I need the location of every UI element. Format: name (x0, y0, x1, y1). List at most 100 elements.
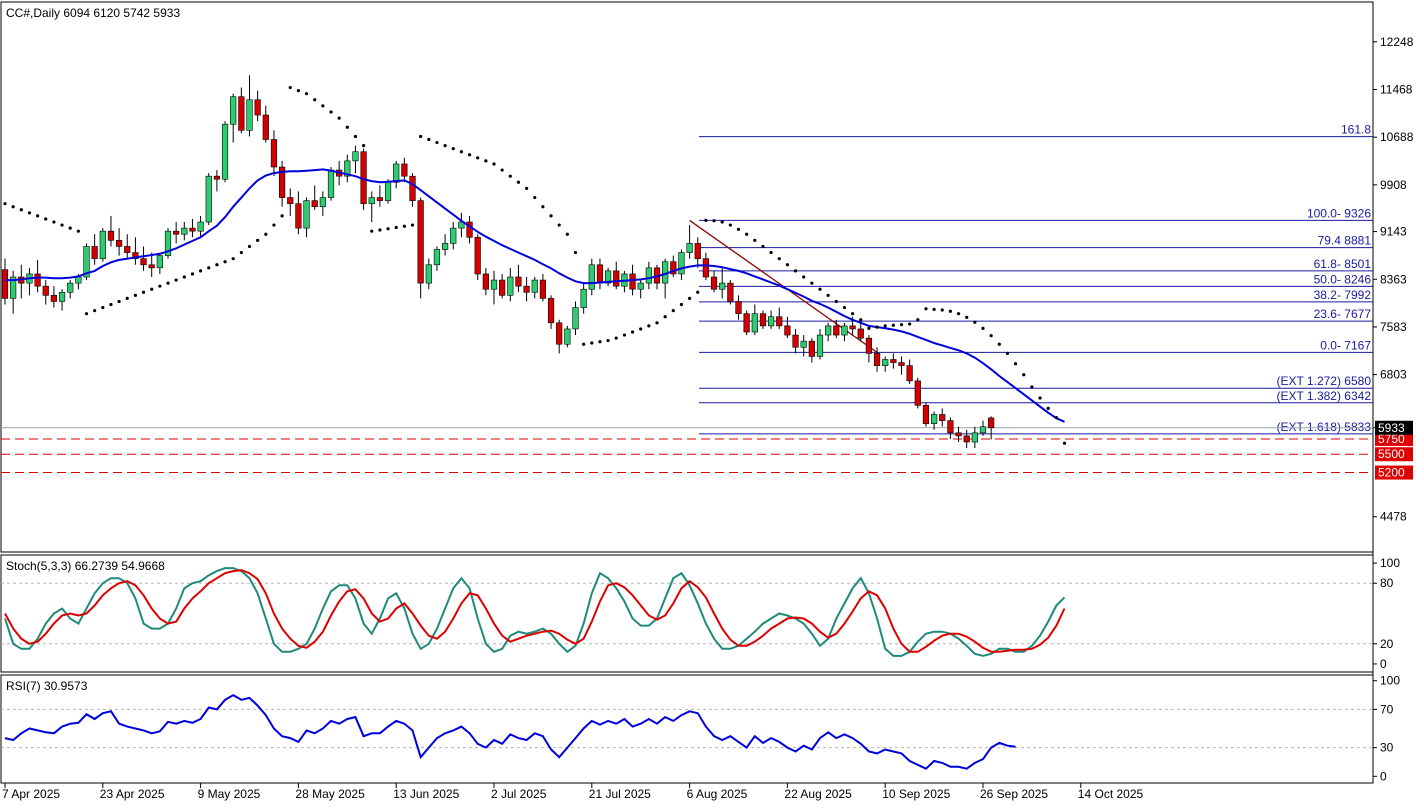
bullish-candle[interactable] (507, 276, 514, 296)
bearish-candle[interactable] (629, 273, 636, 290)
bearish-candle[interactable] (735, 301, 742, 314)
bullish-candle[interactable] (384, 181, 392, 201)
bearish-candle[interactable] (466, 221, 473, 238)
bearish-candle[interactable] (743, 313, 750, 333)
bearish-candle[interactable] (776, 316, 783, 327)
bearish-candle[interactable] (613, 270, 620, 287)
bullish-candle[interactable] (433, 249, 441, 266)
bullish-candle[interactable] (580, 288, 587, 308)
bearish-candle[interactable] (311, 200, 318, 208)
bearish-candle[interactable] (898, 362, 905, 366)
bullish-candle[interactable] (230, 96, 237, 125)
bearish-candle[interactable] (963, 435, 970, 443)
bearish-candle[interactable] (873, 353, 881, 366)
bullish-candle[interactable] (319, 197, 326, 208)
bullish-candle[interactable] (344, 160, 351, 177)
bullish-candle[interactable] (604, 270, 612, 284)
bullish-candle[interactable] (303, 200, 310, 229)
bearish-candle[interactable] (254, 99, 261, 116)
bullish-candle[interactable] (588, 264, 595, 290)
bearish-candle[interactable] (849, 325, 856, 330)
bullish-candle[interactable] (825, 325, 832, 336)
bearish-candle[interactable] (906, 365, 913, 382)
bearish-candle[interactable] (401, 163, 408, 177)
bearish-candle[interactable] (914, 380, 921, 406)
bearish-candle[interactable] (278, 166, 286, 198)
bullish-candle[interactable] (564, 328, 571, 345)
bullish-candle[interactable] (10, 276, 17, 299)
price-panel[interactable]: 12248 11468 10688 9908 9143 8363 7583 6803 5933 4… (1, 35, 1414, 524)
bearish-candle[interactable] (939, 414, 946, 421)
bearish-candle[interactable] (417, 200, 424, 284)
bearish-candle[interactable] (759, 313, 767, 327)
bullish-candle[interactable] (352, 151, 359, 162)
bullish-candle[interactable] (425, 264, 432, 284)
bearish-candle[interactable] (270, 139, 278, 168)
bullish-candle[interactable] (58, 291, 66, 302)
bearish-candle[interactable] (132, 252, 139, 259)
bearish-candle[interactable] (238, 96, 245, 131)
bullish-candle[interactable] (637, 282, 644, 290)
bullish-candle[interactable] (246, 99, 253, 131)
bearish-candle[interactable] (955, 432, 962, 437)
bearish-candle[interactable] (702, 258, 709, 278)
bullish-candle[interactable] (800, 340, 807, 348)
bullish-candle[interactable] (393, 163, 400, 183)
bearish-candle[interactable] (107, 230, 115, 241)
bullish-candle[interactable] (205, 175, 212, 223)
bullish-candle[interactable] (531, 279, 538, 293)
bullish-candle[interactable] (751, 313, 758, 333)
bullish-candle[interactable] (971, 432, 978, 443)
bearish-candle[interactable] (482, 273, 489, 290)
bullish-candle[interactable] (572, 307, 579, 330)
bearish-candle[interactable] (42, 285, 49, 296)
bullish-candle[interactable] (67, 282, 74, 293)
bullish-candle[interactable] (99, 230, 106, 259)
bearish-candle[interactable] (116, 240, 123, 247)
bearish-candle[interactable] (988, 417, 995, 429)
bullish-candle[interactable] (686, 243, 693, 253)
bullish-candle[interactable] (678, 252, 685, 275)
bullish-candle[interactable] (221, 123, 229, 180)
bullish-candle[interactable] (156, 255, 163, 269)
stochastic-panel[interactable]: 100 80 20 0 (1, 556, 1400, 671)
bearish-candle[interactable] (515, 276, 522, 287)
bearish-candle[interactable] (189, 227, 196, 232)
rsi-panel[interactable]: 100 70 30 0 (1, 674, 1400, 784)
bearish-candle[interactable] (173, 230, 180, 235)
bearish-candle[interactable] (865, 337, 872, 354)
bearish-candle[interactable] (710, 276, 718, 290)
bearish-candle[interactable] (34, 273, 41, 287)
bearish-candle[interactable] (539, 279, 546, 299)
bearish-candle[interactable] (409, 175, 416, 201)
bullish-candle[interactable] (327, 169, 335, 198)
bearish-candle[interactable] (547, 298, 555, 324)
bearish-candle[interactable] (890, 359, 897, 363)
bearish-candle[interactable] (727, 282, 734, 302)
bearish-candle[interactable] (295, 203, 302, 229)
bullish-candle[interactable] (164, 230, 172, 256)
bearish-candle[interactable] (262, 114, 269, 140)
bearish-candle[interactable] (556, 322, 563, 345)
bearish-candle[interactable] (922, 405, 930, 424)
bullish-candle[interactable] (441, 243, 449, 250)
bullish-candle[interactable] (816, 334, 824, 357)
bullish-candle[interactable] (197, 221, 204, 232)
bearish-candle[interactable] (792, 334, 799, 348)
bullish-candle[interactable] (75, 276, 82, 284)
bullish-candle[interactable] (368, 197, 375, 204)
bearish-candle[interactable] (947, 420, 954, 434)
bearish-candle[interactable] (857, 328, 864, 339)
bearish-candle[interactable] (287, 197, 294, 204)
bearish-candle[interactable] (499, 279, 506, 296)
bearish-candle[interactable] (91, 246, 98, 259)
bullish-candle[interactable] (767, 316, 775, 327)
bullish-candle[interactable] (882, 359, 889, 366)
bullish-candle[interactable] (841, 325, 848, 336)
bearish-candle[interactable] (596, 264, 604, 284)
bearish-candle[interactable] (376, 197, 384, 201)
bearish-candle[interactable] (213, 175, 221, 180)
bearish-candle[interactable] (140, 258, 147, 266)
bullish-candle[interactable] (719, 282, 726, 290)
bearish-candle[interactable] (694, 243, 701, 259)
